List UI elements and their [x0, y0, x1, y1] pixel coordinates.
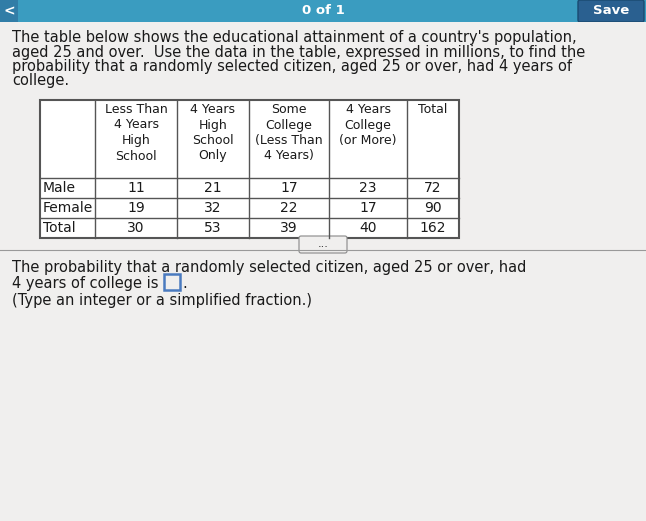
- Text: Male: Male: [43, 181, 76, 195]
- Text: 4 years of college is: 4 years of college is: [12, 276, 158, 291]
- FancyBboxPatch shape: [299, 236, 347, 253]
- Text: 72: 72: [424, 181, 442, 195]
- Text: ...: ...: [318, 239, 328, 249]
- Bar: [40, 100, 459, 238]
- Text: Total: Total: [43, 221, 76, 235]
- Text: 4 Years
High
School
Only: 4 Years High School Only: [191, 103, 236, 163]
- Text: 19: 19: [127, 201, 145, 215]
- Text: college.: college.: [12, 73, 69, 89]
- Text: The table below shows the educational attainment of a country's population,: The table below shows the educational at…: [12, 30, 577, 45]
- Text: 0 of 1: 0 of 1: [302, 5, 344, 18]
- Text: 4 Years
College
(or More): 4 Years College (or More): [339, 103, 397, 147]
- Text: aged 25 and over.  Use the data in the table, expressed in millions, to find the: aged 25 and over. Use the data in the ta…: [12, 44, 585, 59]
- Text: 22: 22: [280, 201, 298, 215]
- Bar: [164, 274, 180, 290]
- Text: 40: 40: [359, 221, 377, 235]
- Text: 162: 162: [420, 221, 446, 235]
- Text: .: .: [182, 276, 187, 291]
- Text: 53: 53: [204, 221, 222, 235]
- Text: <: <: [3, 4, 15, 18]
- Text: (Type an integer or a simplified fraction.): (Type an integer or a simplified fractio…: [12, 293, 312, 308]
- FancyBboxPatch shape: [578, 0, 644, 22]
- Text: 39: 39: [280, 221, 298, 235]
- Bar: [0, 0, 18, 22]
- Text: Total: Total: [419, 103, 448, 116]
- Text: 17: 17: [359, 201, 377, 215]
- Text: The probability that a randomly selected citizen, aged 25 or over, had: The probability that a randomly selected…: [12, 260, 526, 275]
- Text: 11: 11: [127, 181, 145, 195]
- Text: 23: 23: [359, 181, 377, 195]
- Text: probability that a randomly selected citizen, aged 25 or over, had 4 years of: probability that a randomly selected cit…: [12, 59, 572, 74]
- Text: Female: Female: [43, 201, 93, 215]
- Bar: [40, 100, 459, 238]
- Text: Save: Save: [593, 5, 629, 18]
- Text: 30: 30: [127, 221, 145, 235]
- Text: Some
College
(Less Than
4 Years): Some College (Less Than 4 Years): [255, 103, 323, 163]
- Text: 90: 90: [424, 201, 442, 215]
- Text: 21: 21: [204, 181, 222, 195]
- Bar: [0, 0, 646, 22]
- Text: Less Than
4 Years
High
School: Less Than 4 Years High School: [105, 103, 167, 163]
- Text: 32: 32: [204, 201, 222, 215]
- Text: 17: 17: [280, 181, 298, 195]
